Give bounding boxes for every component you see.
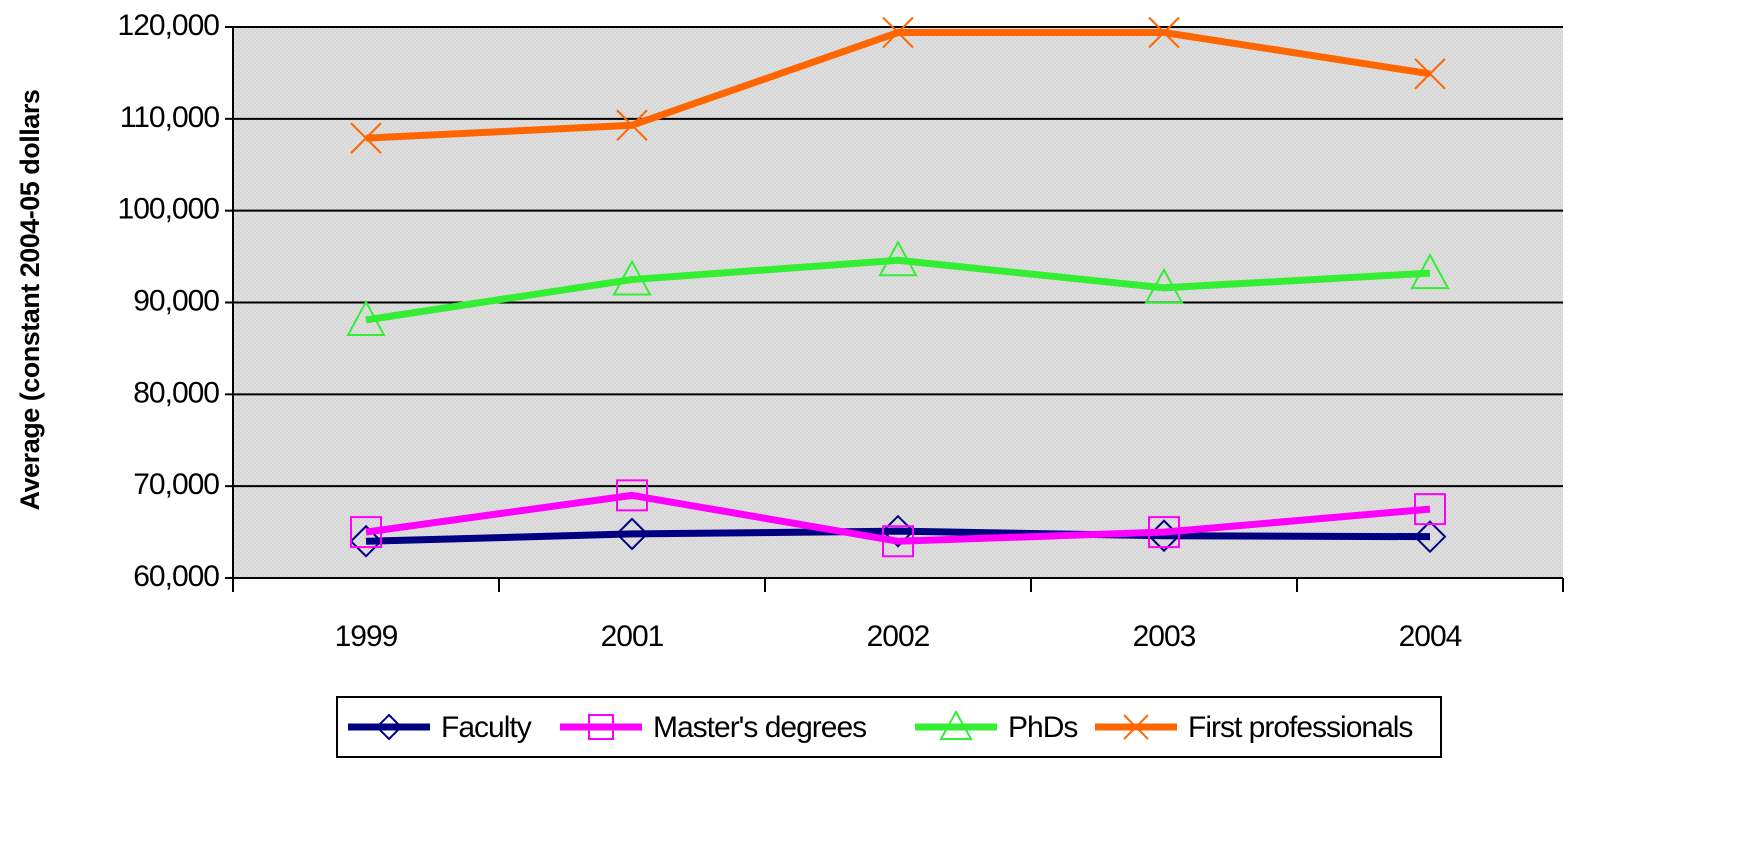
x-tick-label: 2004 bbox=[1399, 620, 1462, 653]
marker bbox=[1410, 253, 1450, 290]
legend-label: Master's degrees bbox=[653, 711, 866, 744]
y-tick-label: 100,000 bbox=[118, 193, 220, 226]
marker bbox=[882, 525, 914, 558]
y-tick-label: 110,000 bbox=[120, 101, 220, 134]
x-tick-label: 2001 bbox=[601, 620, 664, 653]
marker bbox=[346, 299, 386, 336]
legend-label: PhDs bbox=[1008, 711, 1077, 744]
marker bbox=[616, 109, 648, 141]
series-line bbox=[365, 491, 1431, 545]
marker bbox=[615, 517, 649, 551]
marker bbox=[588, 714, 614, 740]
marker bbox=[350, 516, 382, 549]
marker bbox=[1414, 493, 1446, 526]
legend-label: First professionals bbox=[1188, 711, 1412, 744]
y-tick-label: 60,000 bbox=[133, 560, 219, 593]
legend bbox=[336, 696, 1442, 758]
marker bbox=[878, 240, 918, 277]
marker bbox=[349, 524, 383, 558]
marker bbox=[350, 122, 382, 154]
y-tick-label: 90,000 bbox=[133, 284, 219, 317]
marker bbox=[1144, 267, 1184, 304]
x-tick-label: 1999 bbox=[335, 620, 398, 653]
series-line bbox=[365, 256, 1431, 324]
x-tick-label: 2003 bbox=[1133, 620, 1196, 653]
legend-label: Faculty bbox=[441, 711, 532, 744]
y-tick-label: 70,000 bbox=[133, 468, 219, 501]
x-tick-label: 2002 bbox=[867, 620, 930, 653]
marker bbox=[375, 713, 403, 741]
marker bbox=[1148, 516, 1180, 549]
marker bbox=[612, 259, 652, 296]
y-axis-label: Average (constant 2004-05 dollars bbox=[15, 90, 45, 511]
marker bbox=[1414, 58, 1446, 90]
marker bbox=[939, 709, 973, 740]
y-tick-label: 120,000 bbox=[118, 9, 220, 42]
series-line bbox=[365, 527, 1431, 545]
marker bbox=[882, 16, 914, 49]
marker bbox=[1148, 16, 1180, 49]
marker bbox=[616, 479, 648, 512]
marker bbox=[1413, 520, 1447, 554]
y-tick-label: 80,000 bbox=[133, 376, 219, 409]
marker bbox=[1123, 714, 1149, 740]
